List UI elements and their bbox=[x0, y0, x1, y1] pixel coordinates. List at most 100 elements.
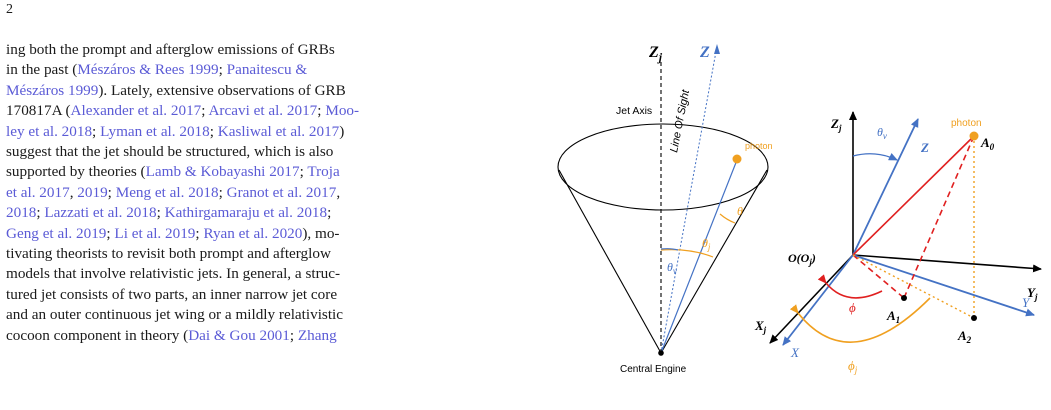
theta-v-label-right: θv bbox=[877, 125, 887, 141]
zj-axis-label-right: Zj bbox=[830, 116, 842, 133]
central-engine-label: Central Engine bbox=[620, 364, 687, 375]
cone-right-edge bbox=[660, 169, 768, 354]
central-engine-dot bbox=[658, 350, 664, 356]
text-segment: ; bbox=[107, 183, 116, 201]
phi-j-arc bbox=[789, 297, 931, 343]
text-line: tivating theorists to revisit both promp… bbox=[6, 244, 516, 264]
text-line: tured jet consists of two parts, an inne… bbox=[6, 285, 516, 305]
a0-dot bbox=[969, 131, 979, 141]
origin-to-a2-dotted bbox=[852, 254, 975, 319]
citation-link[interactable]: Meng et al. 2018 bbox=[115, 183, 219, 201]
text-line: ley et al. 2018; Lyman et al. 2018; Kasl… bbox=[6, 122, 516, 142]
text-segment: ; bbox=[299, 163, 308, 181]
text-segment: supported by theories ( bbox=[6, 163, 146, 181]
y-axis-label: Y bbox=[1022, 295, 1031, 310]
citation-link[interactable]: et al. 2017 bbox=[6, 183, 70, 201]
a1-dot bbox=[901, 295, 907, 301]
text-segment: ), mo- bbox=[302, 224, 340, 242]
cone-top-ellipse bbox=[557, 123, 769, 211]
citation-link[interactable]: Kathirgamaraju et al. 2018 bbox=[164, 204, 328, 222]
theta-arc bbox=[719, 213, 736, 224]
xj-axis-label: Xj bbox=[754, 318, 767, 335]
z-axis-label-right: Z bbox=[920, 140, 929, 155]
citation-link[interactable]: Alexander et al. 2017 bbox=[70, 102, 202, 120]
theta-j-label: θj bbox=[702, 236, 711, 252]
citation-link[interactable]: 2018 bbox=[6, 204, 37, 222]
page-number: 2 bbox=[6, 2, 13, 17]
citation-link[interactable]: Moo- bbox=[325, 102, 360, 120]
text-segment: , bbox=[69, 183, 78, 201]
theta-v-label: θv bbox=[667, 260, 677, 276]
text-segment: cocoon component in theory ( bbox=[6, 326, 189, 344]
x-axis bbox=[782, 254, 854, 346]
yj-axis bbox=[852, 254, 1042, 273]
citation-link[interactable]: Dai & Gou 2001 bbox=[188, 326, 290, 344]
right-diagram-axes bbox=[769, 111, 1042, 346]
text-segment: suggest that the jet should be structure… bbox=[6, 143, 334, 161]
text-segment: ; bbox=[156, 204, 165, 222]
xj-axis bbox=[769, 254, 854, 344]
citation-link[interactable]: Geng et al. 2019 bbox=[6, 224, 107, 242]
text-segment: ; bbox=[92, 122, 101, 140]
text-line: supported by theories (Lamb & Kobayashi … bbox=[6, 162, 516, 182]
photon-label: photon bbox=[745, 141, 773, 151]
origin-label: O(Oj) bbox=[788, 251, 816, 267]
text-segment: ; bbox=[106, 224, 115, 242]
citation-link[interactable]: Granot et al. 2017 bbox=[226, 183, 337, 201]
text-segment: ; bbox=[36, 204, 45, 222]
text-segment: ) bbox=[339, 122, 345, 140]
text-segment: and an outer continuous jet wing or a mi… bbox=[6, 306, 344, 324]
jet-axis-label: Jet Axis bbox=[616, 105, 652, 117]
citation-link[interactable]: Lyman et al. 2018 bbox=[100, 122, 210, 140]
citation-link[interactable]: Lamb & Kobayashi 2017 bbox=[145, 163, 300, 181]
citation-link[interactable]: Panaitescu & bbox=[226, 61, 308, 79]
citation-link[interactable]: ley et al. 2018 bbox=[6, 122, 93, 140]
text-line: and an outer continuous jet wing or a mi… bbox=[6, 305, 516, 325]
citation-link[interactable]: Troja bbox=[307, 163, 340, 181]
z-axis bbox=[852, 118, 919, 256]
body-text-column: ing both the prompt and afterglow emissi… bbox=[6, 40, 516, 410]
text-segment: 170817A ( bbox=[6, 102, 71, 120]
zj-axis-label: Zj bbox=[648, 44, 663, 64]
text-line: suggest that the jet should be structure… bbox=[6, 142, 516, 162]
text-line: cocoon component in theory (Dai & Gou 20… bbox=[6, 326, 516, 346]
citation-link[interactable]: Li et al. 2019 bbox=[114, 224, 196, 242]
text-segment: tured jet consists of two parts, an inne… bbox=[6, 285, 338, 303]
text-segment: ; bbox=[317, 102, 326, 120]
text-segment: ; bbox=[201, 102, 209, 120]
text-line: et al. 2017, 2019; Meng et al. 2018; Gra… bbox=[6, 183, 516, 203]
citation-link[interactable]: Mészáros & Rees 1999 bbox=[77, 61, 219, 79]
text-segment: ; bbox=[195, 224, 204, 242]
citation-link[interactable]: 2019 bbox=[77, 183, 108, 201]
text-segment: ing both the prompt and afterglow emissi… bbox=[6, 41, 335, 58]
text-line: models that involve relativistic jets. I… bbox=[6, 264, 516, 284]
text-line: 170817A (Alexander et al. 2017; Arcavi e… bbox=[6, 101, 516, 121]
text-segment: ; bbox=[218, 183, 227, 201]
text-line: Geng et al. 2019; Li et al. 2019; Ryan e… bbox=[6, 224, 516, 244]
citation-link[interactable]: Mészáros 1999 bbox=[6, 81, 99, 99]
citation-link[interactable]: Zhang bbox=[297, 326, 337, 344]
theta-v-arc bbox=[660, 248, 679, 251]
citation-link[interactable]: Kasliwal et al. 2017 bbox=[217, 122, 340, 140]
text-line: in the past (Mészáros & Rees 1999; Panai… bbox=[6, 60, 516, 80]
text-segment: models that involve relativistic jets. I… bbox=[6, 265, 341, 283]
citation-link[interactable]: Ryan et al. 2020 bbox=[203, 224, 303, 242]
line-of-sight-arrowhead bbox=[714, 44, 720, 54]
citation-link[interactable]: Lazzati et al. 2018 bbox=[44, 204, 157, 222]
a1-to-a0-dashed bbox=[903, 135, 975, 299]
z-axis-label: Z bbox=[699, 44, 710, 61]
a2-label: A2 bbox=[957, 328, 972, 345]
theta-j-arc bbox=[660, 249, 714, 258]
origin-to-a0-line bbox=[852, 135, 975, 256]
photon-direction-line bbox=[660, 159, 738, 354]
right-diagram-labels: Zj Z θv photon A0 O(Oj) Yj Y Xj X ϕ ϕj A… bbox=[754, 116, 1038, 375]
line-of-sight-label: Line Of Sight bbox=[668, 88, 692, 154]
citation-link[interactable]: Arcavi et al. 2017 bbox=[208, 102, 318, 120]
theta-v-arc-right bbox=[852, 152, 898, 161]
a0-label: A0 bbox=[980, 135, 995, 152]
line-of-sight bbox=[660, 45, 718, 354]
cone-left-edge bbox=[558, 169, 662, 354]
text-segment: ; bbox=[209, 122, 218, 140]
left-diagram-cone bbox=[557, 44, 769, 356]
photon-label-right: photon bbox=[951, 118, 982, 129]
